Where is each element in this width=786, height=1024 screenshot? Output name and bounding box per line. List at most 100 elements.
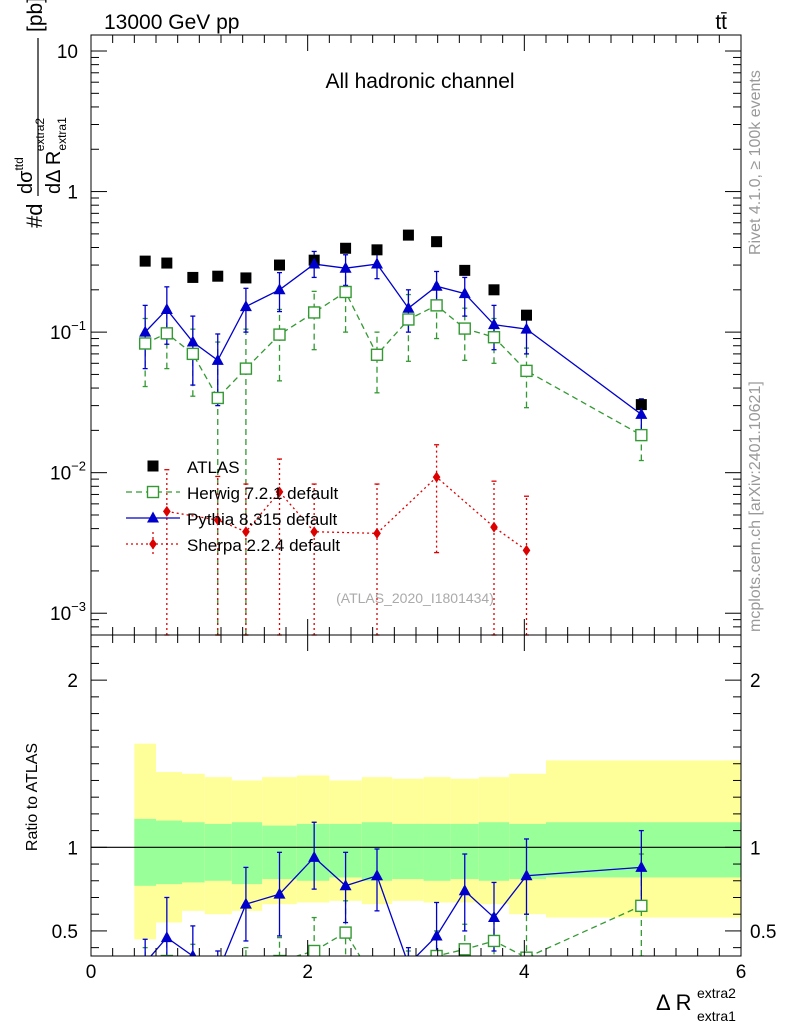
herwig-point xyxy=(339,285,352,299)
atlas-point xyxy=(459,264,471,276)
sherpa-line xyxy=(166,476,527,551)
ratio-ytick-label-right: 2 xyxy=(750,671,761,692)
ylabel-num: dσ xyxy=(15,170,37,194)
main-lines xyxy=(142,250,644,636)
ratio-herwig-point xyxy=(160,954,174,956)
pythia-point xyxy=(430,279,443,291)
xlabel-main: Δ R xyxy=(656,990,691,1015)
ratio-herwig-point xyxy=(430,949,443,956)
atlas-point xyxy=(340,242,352,254)
legend-marker-sherpa xyxy=(149,538,157,550)
atlas-point xyxy=(402,229,414,241)
atlas-point xyxy=(635,399,647,411)
sherpa-point xyxy=(490,521,498,533)
ylabel-hash: #d xyxy=(22,204,47,228)
xlabel-sup: extra2 xyxy=(697,985,736,1001)
plot-title: All hadronic channel xyxy=(325,70,514,93)
legend-label-herwig: Herwig 7.2.1 default xyxy=(187,484,338,503)
ratio-herwig-line xyxy=(294,905,642,956)
ratio-herwig-point xyxy=(273,954,286,956)
uncertainty-band-inner xyxy=(231,822,263,885)
ratio-pythia-point xyxy=(371,869,383,881)
ylabel-den: dΔ R xyxy=(43,151,65,194)
ratio-ytick-label-left: 0.5 xyxy=(52,922,78,943)
ratio-pythia-point xyxy=(160,931,173,943)
herwig-point xyxy=(458,322,471,335)
main-ylabel: #d dσttd dΔ Rextra1 extra2 [pb] xyxy=(12,0,69,228)
herwig-point xyxy=(138,337,152,350)
uncertainty-band-inner xyxy=(478,822,510,881)
ratio-plot: 0.5 0.5 1 1 2 2 0 2 4 6 Ratio to ATLAS xyxy=(24,634,776,997)
uncertainty-band-inner xyxy=(156,820,182,885)
herwig-point xyxy=(239,362,253,375)
herwig-point xyxy=(160,327,174,340)
herwig-point xyxy=(430,299,443,312)
svg-text:dΔ Rextra1extra2: dΔ Rextra1 extra2 xyxy=(33,117,69,194)
ylabel-num-sup: ttd xyxy=(12,157,26,170)
ratio-herwig-point xyxy=(140,966,151,977)
herwig-point xyxy=(520,364,533,378)
pythia-point xyxy=(273,283,286,295)
ratio-herwig-point xyxy=(458,943,471,956)
ratio-pythia-point xyxy=(339,879,352,891)
ratio-pythia-point xyxy=(520,869,533,881)
ratio-pythia-point xyxy=(189,949,197,956)
ratio-pythia-point xyxy=(212,966,224,977)
ratio-pythia-point xyxy=(139,956,151,967)
ratio-ytick-label-left: 1 xyxy=(67,838,78,859)
ytick-label: 10−3 xyxy=(50,599,86,625)
xtick-label: 6 xyxy=(736,962,747,983)
main-plot: 10 1 10−1 10−2 10−3 All hadronic channel (AT… xyxy=(50,34,742,636)
sherpa-point xyxy=(213,514,222,526)
ratio-pythia-point xyxy=(430,929,443,941)
xtick-label: 2 xyxy=(302,962,313,983)
sherpa-point xyxy=(373,527,381,539)
pythia-point xyxy=(211,353,224,365)
main-markers xyxy=(138,229,648,556)
pythia-point xyxy=(635,407,648,419)
ytick-label: 10 xyxy=(57,42,78,63)
legend-label-sherpa: Sherpa 2.2.4 default xyxy=(187,536,340,555)
ratio-herwig-point xyxy=(403,967,414,978)
herwig-point xyxy=(487,331,501,344)
pythia-point xyxy=(160,302,173,314)
ytick-label: 10−2 xyxy=(50,459,86,485)
uncertainty-band-inner xyxy=(423,823,451,881)
sherpa-point xyxy=(242,526,250,538)
pythia-point xyxy=(520,322,533,334)
xlabel: Δ R extra2 extra1 xyxy=(656,985,736,1024)
legend-marker-herwig xyxy=(146,485,160,499)
ratio-herwig-point xyxy=(635,899,648,913)
ratio-herwig-point xyxy=(520,951,533,956)
ratio-ytick-label-right: 1 xyxy=(750,838,761,859)
uncertainty-band-inner xyxy=(392,823,424,880)
herwig-point xyxy=(273,328,286,341)
pythia-point xyxy=(458,287,471,299)
herwig-point xyxy=(211,391,224,405)
atlas-point xyxy=(488,284,500,296)
legend: ATLAS Herwig 7.2.1 default Pythia 8.315 de… xyxy=(126,458,340,556)
legend-label-atlas: ATLAS xyxy=(187,458,240,477)
atlas-point xyxy=(521,309,532,321)
herwig-point xyxy=(370,348,384,361)
atlas-point xyxy=(212,270,224,282)
ylabel-den-sup: extra2 xyxy=(33,118,47,152)
ratio-herwig-point xyxy=(372,979,383,990)
herwig-point xyxy=(635,428,648,442)
ratio-pythia-point xyxy=(273,887,286,899)
ratio-pythia-point xyxy=(635,860,648,872)
uncertainty-band-inner xyxy=(296,823,330,881)
ratio-herwig-point xyxy=(487,934,501,948)
atlas-point xyxy=(274,259,285,271)
uncertainty-band-inner xyxy=(509,823,546,880)
ratio-herwig-point xyxy=(240,971,251,982)
ratio-pythia-point xyxy=(239,897,252,909)
ratio-herwig-point xyxy=(212,986,223,997)
svg-text:Δ R: Δ R xyxy=(656,990,691,1015)
ratio-xticks: 0 2 4 6 xyxy=(86,635,747,983)
pythia-point xyxy=(488,318,500,330)
atlas-point xyxy=(161,257,173,269)
ratio-pythia-point xyxy=(458,884,471,896)
atlas-point xyxy=(187,271,199,283)
